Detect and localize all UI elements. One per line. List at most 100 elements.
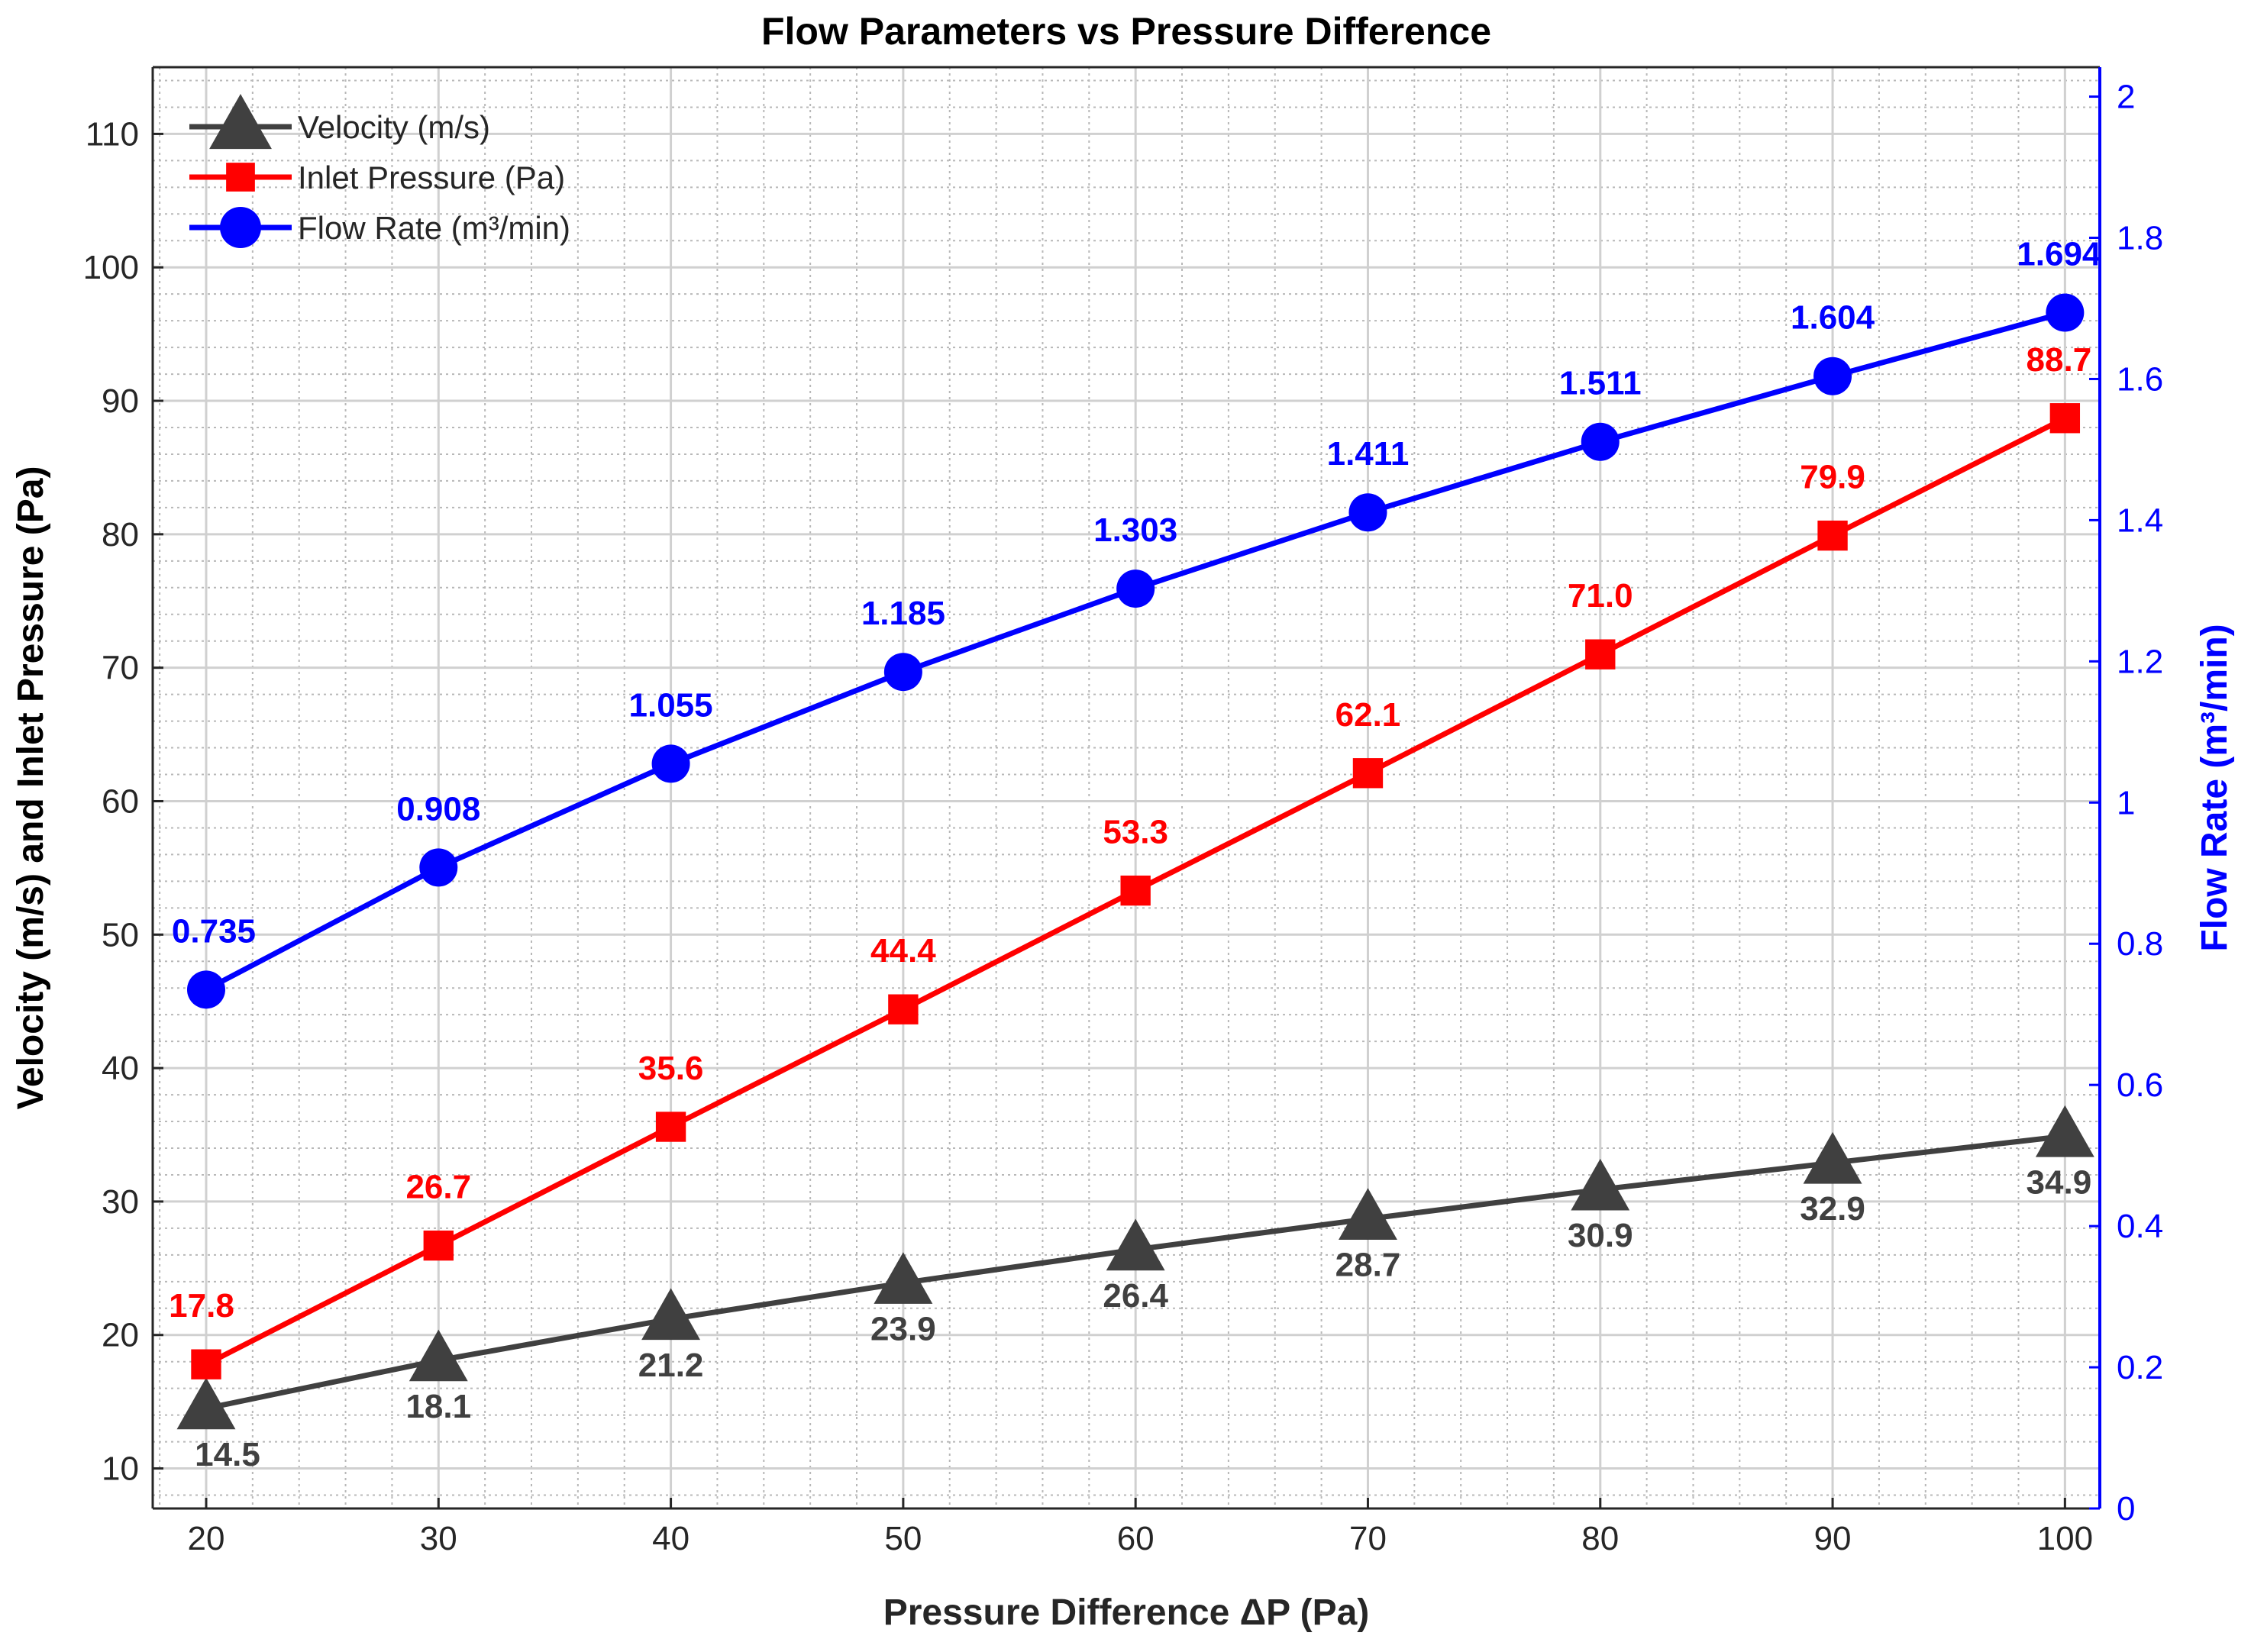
data-point-circle [883, 653, 922, 692]
legend-label: Velocity (m/s) [298, 109, 490, 145]
data-label-square: 88.7 [2027, 341, 2092, 379]
data-point-triangle [641, 1288, 701, 1341]
x-tick-label: 70 [1349, 1520, 1387, 1557]
data-point-square [655, 1112, 686, 1142]
data-point-triangle [1106, 1218, 1165, 1271]
y-tick-label-right: 0 [2117, 1490, 2135, 1528]
chart-title: Flow Parameters vs Pressure Difference [761, 10, 1491, 53]
data-label-circle: 1.185 [861, 595, 945, 632]
x-tick-label: 80 [1581, 1520, 1619, 1557]
data-point-triangle [176, 1377, 236, 1430]
legend-marker-square [226, 163, 255, 192]
data-label-square: 62.1 [1335, 696, 1401, 734]
legend-marker-circle [220, 207, 261, 248]
data-point-square [423, 1230, 454, 1261]
y-tick-label-left: 30 [102, 1183, 139, 1221]
x-tick-label: 50 [884, 1520, 922, 1557]
y-tick-label-right: 0.4 [2117, 1208, 2163, 1245]
x-tick-label: 20 [188, 1520, 225, 1557]
data-label-triangle: 26.4 [1103, 1277, 1168, 1315]
y-tick-label-right: 2 [2117, 79, 2135, 116]
y-axis-label-left: Velocity (m/s) and Inlet Pressure (Pa) [11, 466, 51, 1110]
data-label-square: 53.3 [1103, 814, 1168, 851]
x-tick-label: 100 [2037, 1520, 2093, 1557]
y-tick-label-left: 80 [102, 516, 139, 553]
y-tick-label-left: 60 [102, 782, 139, 820]
y-tick-label-left: 10 [102, 1450, 139, 1488]
data-label-square: 44.4 [870, 932, 936, 970]
legend-label: Inlet Pressure (Pa) [298, 160, 565, 195]
data-point-square [1817, 520, 1848, 551]
data-label-circle: 1.511 [1559, 365, 1642, 402]
x-tick-label: 90 [1814, 1520, 1852, 1557]
x-tick-label: 60 [1117, 1520, 1155, 1557]
y-tick-label-left: 70 [102, 650, 139, 687]
data-label-square: 26.7 [405, 1169, 471, 1206]
data-label-circle: 1.055 [629, 686, 713, 724]
y-tick-label-right: 1.4 [2117, 502, 2163, 539]
data-point-triangle [1803, 1131, 1862, 1184]
legend-marker-triangle [209, 94, 272, 150]
x-tick-label: 30 [420, 1520, 457, 1557]
data-point-triangle [2035, 1105, 2094, 1157]
series-layer [176, 293, 2094, 1430]
data-point-triangle [409, 1329, 468, 1382]
data-label-triangle: 28.7 [1335, 1247, 1401, 1284]
data-labels: 14.5 18.1 21.2 23.9 26.4 28.7 30.9 32.9 34.9 17.8… [169, 236, 2101, 1473]
y-tick-label-right: 1 [2117, 784, 2135, 821]
data-point-square [191, 1349, 221, 1379]
y-tick-label-left: 40 [102, 1050, 139, 1087]
data-point-circle [1813, 357, 1852, 395]
data-label-circle: 0.908 [396, 790, 480, 828]
y-tick-label-left: 90 [102, 382, 139, 420]
y-tick-label-right: 0.2 [2117, 1349, 2163, 1386]
legend-label: Flow Rate (m³/min) [298, 210, 570, 246]
x-tick-label: 40 [652, 1520, 690, 1557]
data-label-triangle: 23.9 [870, 1311, 936, 1348]
y-tick-label-left: 50 [102, 916, 139, 953]
data-point-square [1352, 758, 1384, 789]
data-point-square [1585, 639, 1616, 670]
data-point-square [2049, 403, 2081, 434]
data-point-square [888, 994, 919, 1024]
y-tick-label-right: 0.8 [2117, 925, 2163, 963]
data-point-circle [1348, 493, 1387, 532]
data-point-circle [419, 848, 458, 887]
axes: 20 30 40 50 60 70 80 90 100102030405060708090100… [83, 66, 2163, 1557]
y-tick-label-right: 1.6 [2117, 360, 2163, 398]
y-tick-label-right: 1.8 [2117, 220, 2163, 257]
data-label-square: 71.0 [1568, 577, 1633, 615]
y-tick-label-left: 20 [102, 1317, 139, 1354]
data-point-circle [1581, 422, 1620, 461]
legend: Velocity (m/s) Inlet Pressure (Pa) Flow Ra… [189, 94, 570, 248]
data-point-triangle [1339, 1188, 1397, 1240]
data-point-triangle [874, 1252, 933, 1304]
data-label-triangle: 14.5 [195, 1436, 260, 1473]
y-axis-label-right: Flow Rate (m³/min) [2194, 624, 2235, 951]
grid [153, 67, 2100, 1508]
data-point-circle [651, 744, 690, 783]
data-point-triangle [1571, 1158, 1630, 1211]
data-label-triangle: 21.2 [638, 1347, 704, 1384]
data-label-triangle: 18.1 [405, 1388, 471, 1425]
data-label-triangle: 34.9 [2027, 1163, 2092, 1201]
data-label-triangle: 32.9 [1800, 1190, 1865, 1228]
data-label-circle: 0.735 [172, 912, 256, 950]
data-label-circle: 1.411 [1327, 435, 1410, 473]
data-point-square [1120, 875, 1151, 906]
data-point-circle [1116, 569, 1155, 608]
data-label-triangle: 30.9 [1568, 1217, 1633, 1254]
data-label-square: 79.9 [1800, 459, 1865, 496]
data-label-square: 17.8 [169, 1287, 234, 1325]
y-tick-label-right: 1.2 [2117, 643, 2163, 680]
y-tick-label-left: 110 [86, 115, 139, 153]
data-point-circle [2046, 293, 2085, 332]
x-axis-label: Pressure Difference ΔP (Pa) [883, 1592, 1370, 1633]
data-label-square: 35.6 [638, 1050, 704, 1087]
y-tick-label-left: 100 [83, 249, 139, 286]
data-label-circle: 1.604 [1791, 299, 1875, 337]
y-tick-label-right: 0.6 [2117, 1066, 2163, 1104]
data-point-circle [186, 970, 225, 1009]
data-label-circle: 1.303 [1093, 511, 1177, 549]
